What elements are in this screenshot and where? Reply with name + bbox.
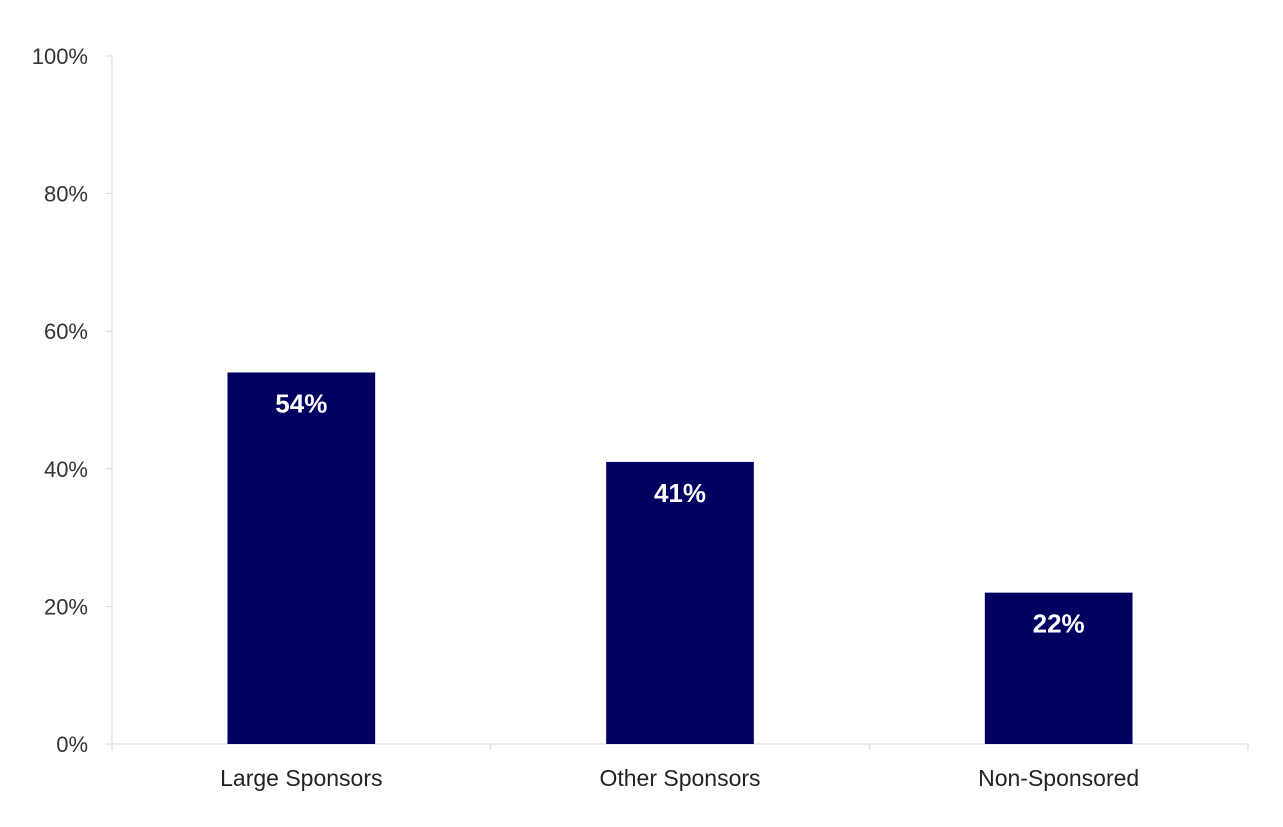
bar-value-label: 22% bbox=[1033, 609, 1085, 639]
bar bbox=[984, 592, 1133, 744]
bar-value-label: 54% bbox=[275, 388, 327, 418]
labels: 54% Large Sponsors 41% Other Sponsors 22% Non… bbox=[220, 388, 1139, 791]
bar bbox=[606, 461, 754, 744]
x-category-label: Other Sponsors bbox=[599, 765, 760, 791]
bar bbox=[227, 372, 376, 744]
bar-value-label: 41% bbox=[654, 478, 706, 508]
x-category-label: Non-Sponsored bbox=[978, 765, 1139, 791]
bars bbox=[227, 372, 1133, 744]
y-tick-label: 20% bbox=[44, 594, 88, 619]
y-tick-label: 60% bbox=[44, 319, 88, 344]
y-tick-label: 40% bbox=[44, 457, 88, 482]
y-tick-label: 100% bbox=[32, 44, 88, 69]
y-tick-label: 0% bbox=[56, 732, 88, 757]
y-tick-label: 80% bbox=[44, 182, 88, 207]
x-category-label: Large Sponsors bbox=[220, 765, 382, 791]
